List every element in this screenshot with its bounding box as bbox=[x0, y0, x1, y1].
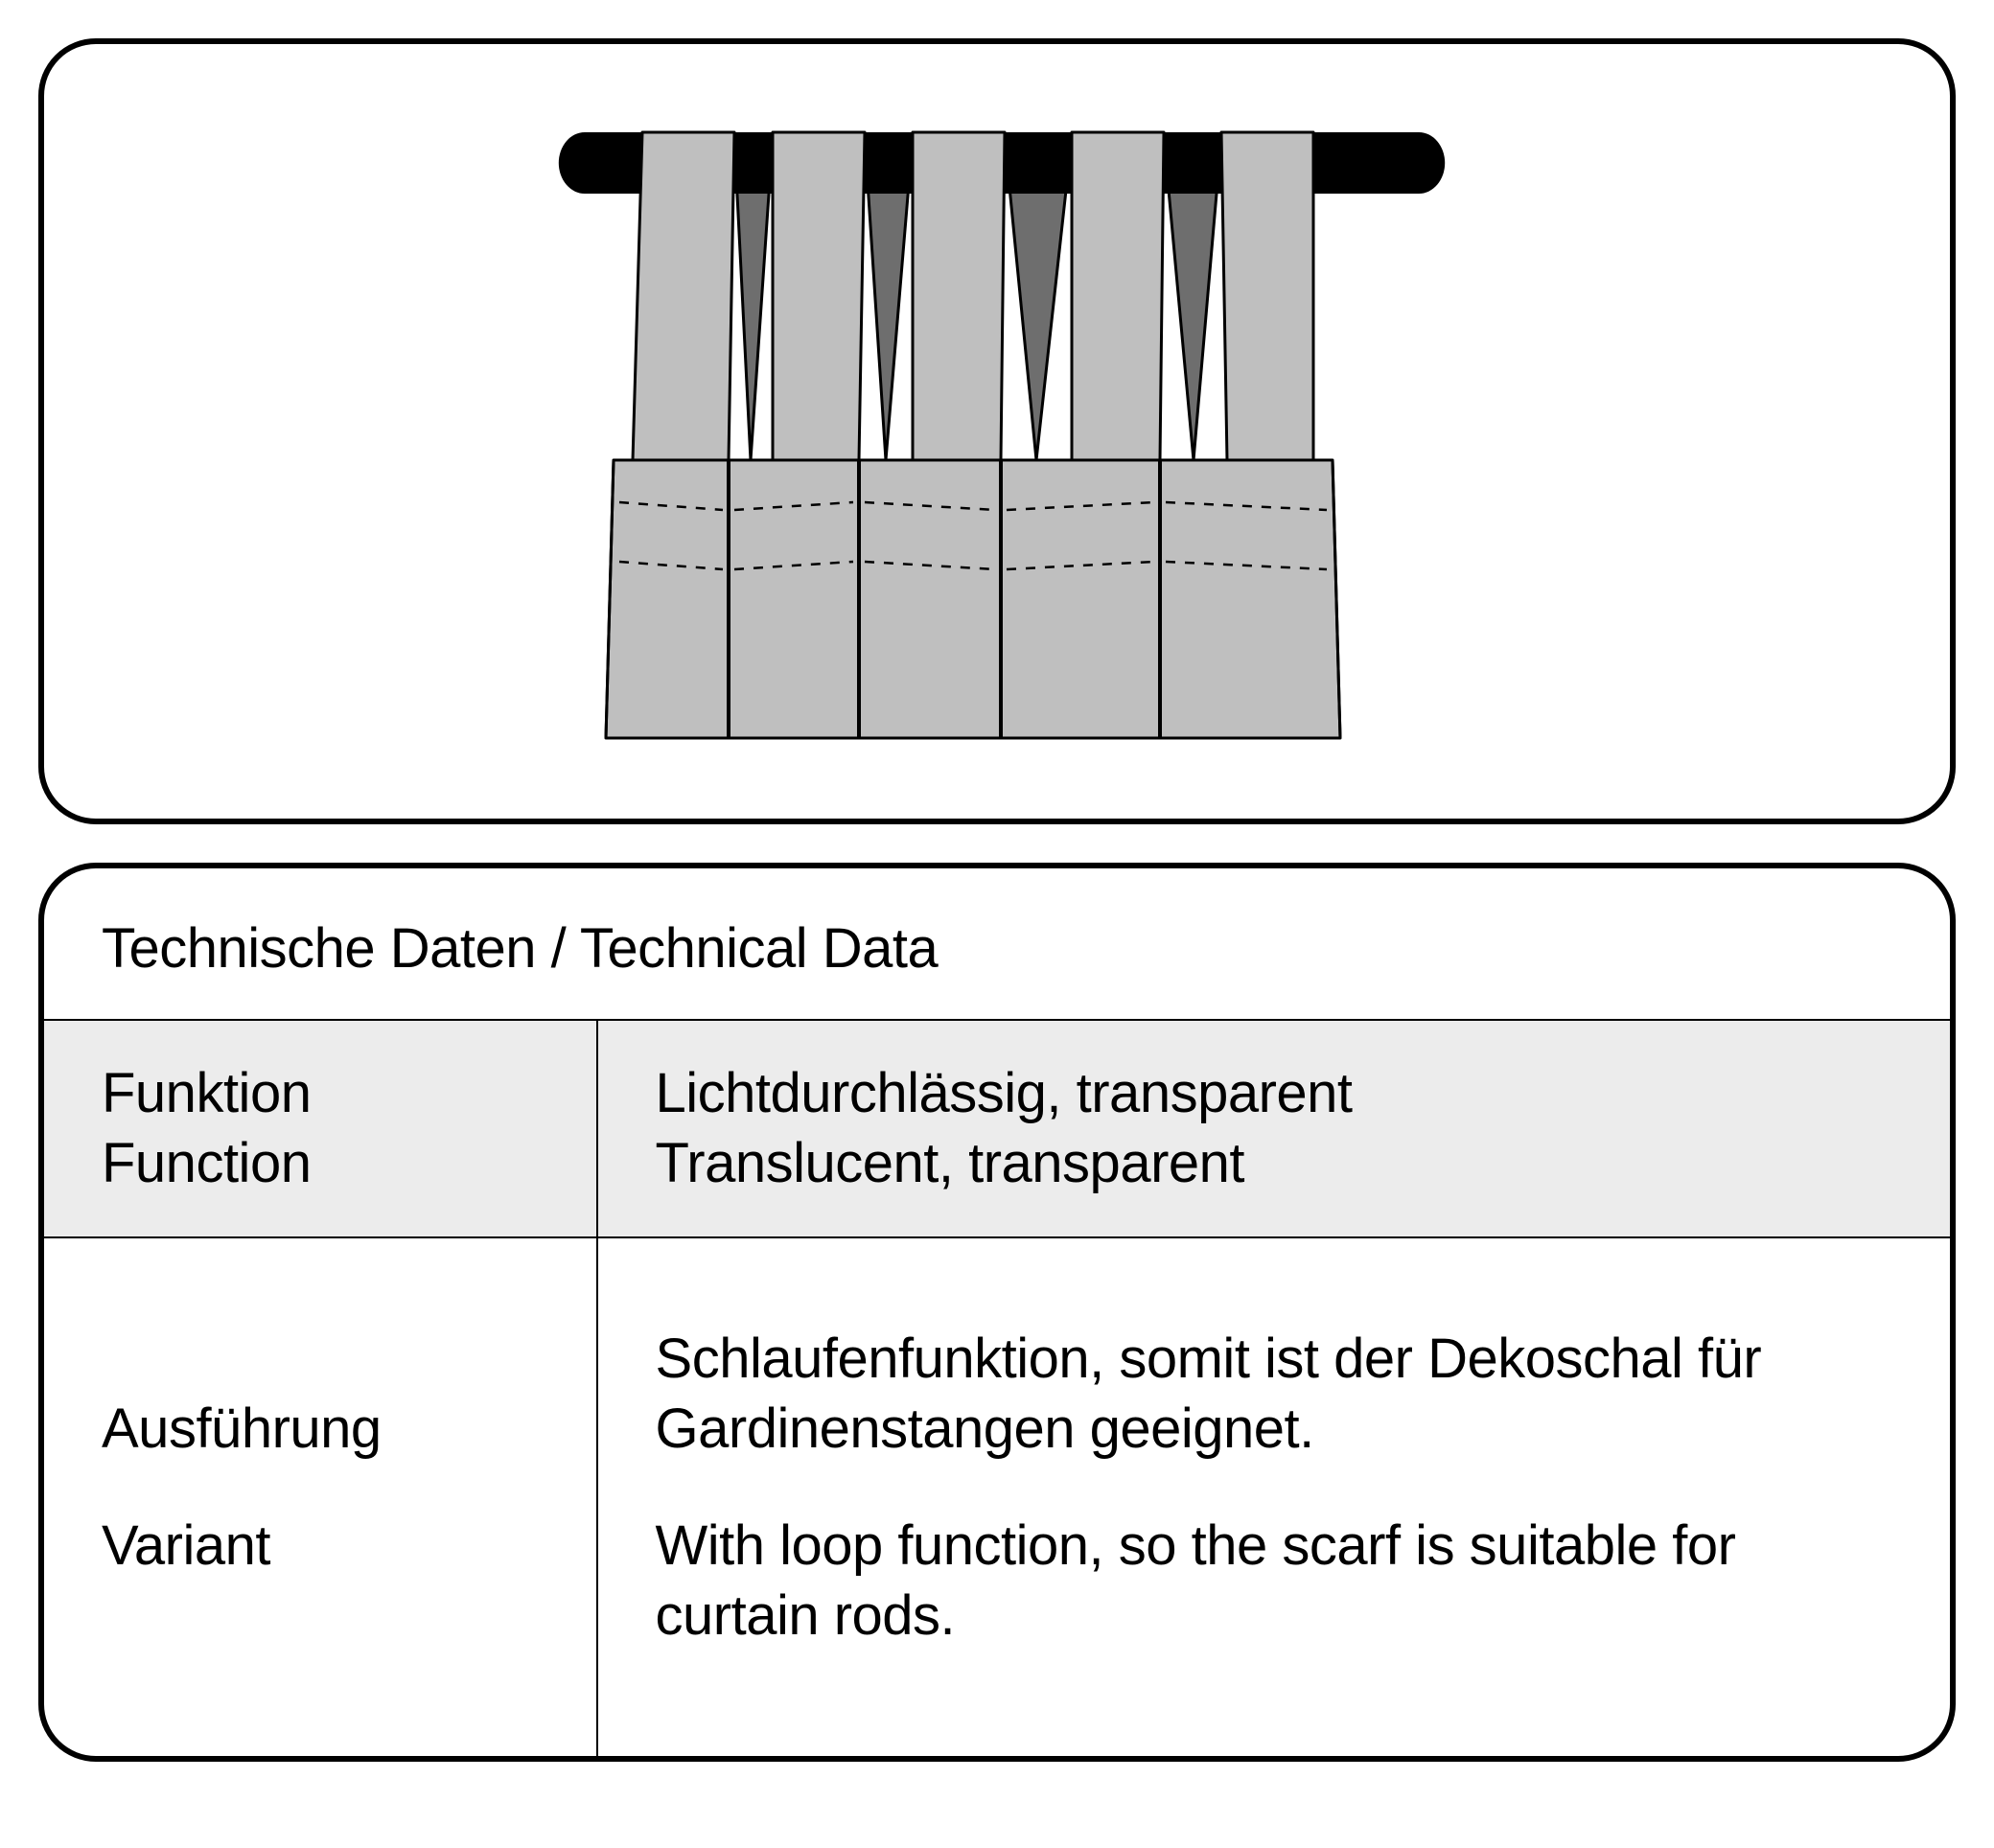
row-label: Funktion Function bbox=[44, 1020, 597, 1237]
row-value: Lichtdurchlässig, transparent Translucen… bbox=[597, 1020, 1950, 1237]
value-en: Translucent, transparent bbox=[656, 1132, 1245, 1194]
label-en: Variant bbox=[102, 1514, 270, 1577]
label-de: Funktion bbox=[102, 1062, 311, 1124]
value-de: Schlaufenfunktion, somit ist der Dekosch… bbox=[656, 1328, 1762, 1460]
table-row: Funktion Function Lichtdurchlässig, tran… bbox=[44, 1020, 1950, 1237]
table-title: Technische Daten / Technical Data bbox=[44, 868, 1950, 1019]
label-de: Ausführung bbox=[102, 1398, 382, 1460]
diagram-panel bbox=[38, 38, 1956, 824]
row-value: Schlaufenfunktion, somit ist der Dekosch… bbox=[597, 1237, 1950, 1756]
curtain-diagram bbox=[470, 86, 1524, 776]
value-en: With loop function, so the scarf is suit… bbox=[656, 1514, 1736, 1647]
technical-data-table: Funktion Function Lichtdurchlässig, tran… bbox=[44, 1019, 1950, 1756]
table-row: Ausführung Variant Schlaufenfunktion, so… bbox=[44, 1237, 1950, 1756]
row-label: Ausführung Variant bbox=[44, 1237, 597, 1756]
label-en: Function bbox=[102, 1132, 311, 1194]
value-de: Lichtdurchlässig, transparent bbox=[656, 1062, 1353, 1124]
technical-data-panel: Technische Daten / Technical Data Funkti… bbox=[38, 863, 1956, 1762]
